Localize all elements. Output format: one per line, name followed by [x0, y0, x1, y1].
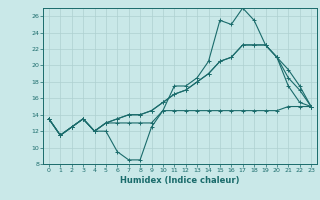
- X-axis label: Humidex (Indice chaleur): Humidex (Indice chaleur): [120, 176, 240, 185]
